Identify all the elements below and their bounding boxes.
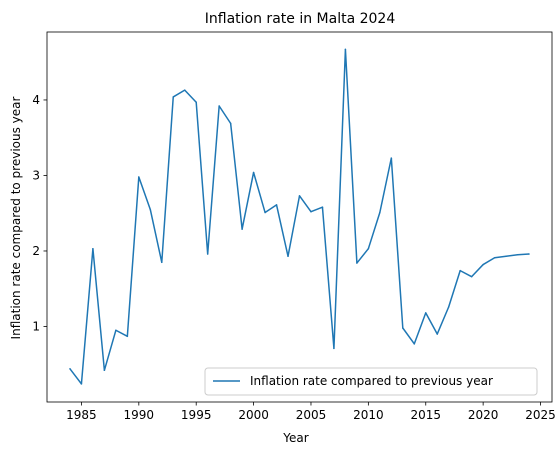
x-tick-label: 2020: [468, 408, 499, 422]
data-point: [172, 96, 174, 98]
y-tick-label: 1: [32, 319, 40, 333]
legend-box: [204, 367, 538, 396]
x-tick-label: 1985: [66, 408, 97, 422]
data-point: [470, 275, 473, 278]
data-point: [413, 343, 416, 345]
y-tick-label: 4: [32, 93, 40, 107]
data-point: [379, 211, 381, 214]
x-tick-label: 1995: [181, 408, 212, 422]
x-tick-label: 1990: [124, 408, 155, 422]
data-point: [103, 369, 106, 372]
data-point: [310, 210, 312, 213]
data-point: [298, 195, 301, 197]
data-point: [218, 105, 220, 107]
data-point: [459, 269, 461, 272]
y-axis-label: Inflation rate compared to previous year: [9, 96, 23, 339]
data-point: [402, 327, 404, 329]
legend-entry-label: Inflation rate compared to previous year: [250, 374, 493, 388]
data-point: [333, 347, 335, 350]
y-axis-ticks: 1 2 3 4: [32, 93, 47, 333]
x-tick-label: 2000: [238, 408, 269, 422]
data-point: [482, 263, 484, 266]
data-point: [115, 329, 117, 332]
data-point: [195, 101, 197, 103]
data-point: [516, 254, 519, 256]
data-point: [264, 211, 266, 214]
data-point: [436, 333, 438, 335]
data-point: [344, 48, 347, 51]
data-point: [161, 261, 163, 264]
y-tick-label: 2: [32, 244, 40, 258]
data-point: [92, 247, 94, 250]
data-point: [126, 335, 129, 338]
x-tick-label: 2025: [525, 408, 556, 422]
data-point: [425, 312, 427, 314]
data-point: [206, 253, 209, 255]
x-axis-ticks: 1985 1990 1995 2000 2005 2010 2015 2020 2025: [66, 402, 556, 422]
legend: Inflation rate compared to previous year: [204, 367, 538, 396]
data-point: [138, 176, 140, 178]
data-point: [69, 368, 71, 370]
data-point: [149, 208, 152, 211]
data-point: [321, 206, 324, 208]
plot-frame: [46, 31, 553, 403]
x-tick-label: 2005: [296, 408, 327, 422]
x-tick-label: 2015: [410, 408, 441, 422]
data-point: [275, 204, 278, 206]
data-point: [183, 89, 186, 91]
plot-area: [69, 48, 530, 385]
data-point: [229, 122, 232, 125]
data-point: [493, 257, 496, 259]
data-point: [390, 157, 393, 159]
data-point: [447, 306, 450, 308]
data-point: [367, 247, 370, 250]
data-point: [80, 383, 83, 385]
data-point: [356, 262, 358, 264]
chart-title: Inflation rate in Malta 2024: [205, 11, 396, 27]
y-tick-label: 3: [32, 168, 40, 182]
data-point: [252, 171, 255, 174]
data-point: [528, 253, 530, 255]
x-axis-label: Year: [282, 431, 308, 445]
data-point: [505, 255, 507, 258]
data-point: [287, 255, 289, 258]
x-tick-label: 2010: [353, 408, 384, 422]
data-point: [241, 228, 243, 230]
